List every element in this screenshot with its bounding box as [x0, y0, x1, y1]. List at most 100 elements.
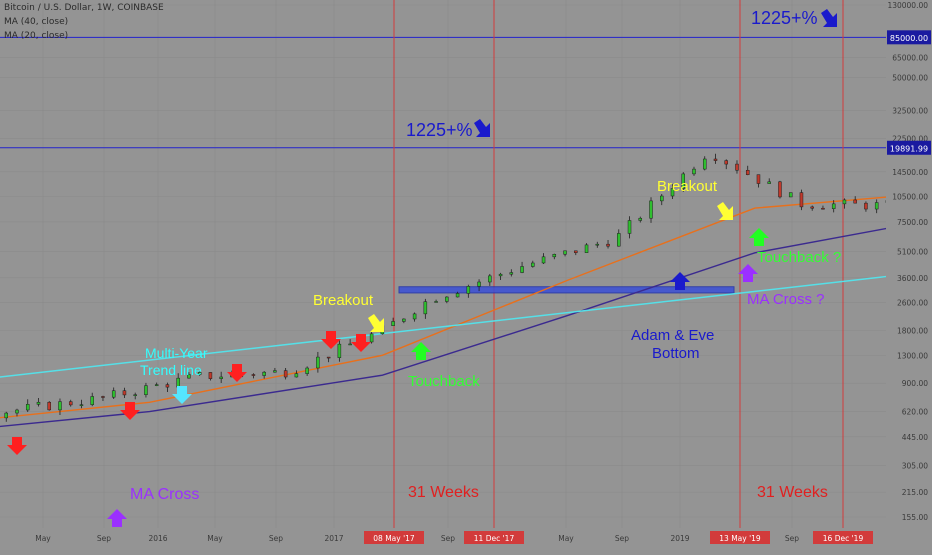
- candle: [724, 160, 728, 165]
- trend-line: [0, 270, 932, 378]
- date-marker-tag: [364, 531, 424, 544]
- vertical-lines: [393, 0, 844, 528]
- candle: [154, 384, 159, 386]
- candle: [348, 343, 352, 346]
- candle: [337, 343, 342, 358]
- price-axis-background: [886, 0, 932, 528]
- candle: [466, 286, 471, 294]
- time-tick-label: Sep: [785, 534, 799, 543]
- candle: [692, 168, 696, 175]
- green-arrow-icon: [411, 342, 431, 360]
- time-tick-label: 2019: [670, 534, 689, 543]
- price-tick-label: 215.00: [902, 488, 928, 497]
- support-zone: [398, 286, 735, 294]
- annotation-label: Breakout: [313, 292, 374, 309]
- candle: [90, 396, 94, 405]
- candle: [799, 192, 804, 208]
- time-axis[interactable]: May Sep 2016 May Sep 2017 08 May '17 Sep 11 Dec …: [0, 528, 932, 550]
- purple-arrow-icon: [738, 264, 758, 282]
- price-tick-label: 1800.00: [897, 327, 928, 336]
- candle: [176, 377, 180, 388]
- multi-year-trend-line: [0, 270, 932, 378]
- candle: [670, 188, 675, 197]
- blue-arrow-icon: [474, 119, 490, 137]
- price-tick-label: 3600.00: [897, 274, 928, 283]
- annotation-label: Bottom: [652, 345, 700, 362]
- time-tick-label: 2017: [324, 534, 343, 543]
- yellow-arrow-icon: [717, 202, 733, 220]
- blue-arrow-icon: [821, 9, 837, 27]
- chart-title: Bitcoin / U.S. Dollar, 1W, COINBASE: [4, 3, 164, 13]
- candle: [47, 401, 51, 411]
- candle: [122, 390, 127, 396]
- price-tick-label: 50000.00: [892, 74, 928, 83]
- price-tick-label: 620.00: [902, 408, 928, 417]
- candle: [638, 217, 643, 221]
- candle: [756, 174, 761, 184]
- candle: [735, 163, 739, 171]
- price-tick-label: 445.00: [902, 433, 928, 442]
- ma20-line: [0, 195, 932, 419]
- candle: [810, 206, 814, 209]
- candle: [58, 401, 62, 411]
- candle: [445, 296, 449, 302]
- date-marker-label: 13 May '19: [719, 534, 761, 543]
- price-tick-label: 14500.00: [892, 168, 928, 177]
- arrows: [7, 9, 837, 527]
- candle: [101, 396, 105, 398]
- annotation-label: 1225+%: [751, 8, 818, 28]
- candle: [660, 195, 664, 202]
- candle: [4, 412, 8, 419]
- candle: [595, 243, 600, 246]
- price-tick-label: 22500.00: [892, 134, 928, 143]
- price-tag-box: [887, 30, 931, 45]
- candle: [305, 367, 309, 374]
- candle: [864, 202, 868, 210]
- price-tag-box: [887, 140, 931, 155]
- candle: [874, 202, 879, 210]
- candle: [316, 356, 320, 369]
- date-marker-label: 08 May '17: [373, 534, 415, 543]
- red-arrow-icon: [7, 437, 27, 455]
- red-arrow-icon: [351, 334, 371, 352]
- candle: [531, 262, 535, 267]
- price-axis[interactable]: 130000.00 85000.00 65000.00 50000.00 32500.0…: [886, 0, 932, 528]
- annotation-label: 31 Weeks: [408, 484, 479, 501]
- date-marker-label: 11 Dec '17: [474, 534, 515, 543]
- time-tick-label: Sep: [615, 534, 629, 543]
- candle: [745, 170, 750, 175]
- red-arrow-icon: [321, 331, 341, 349]
- annotation-label: MA Cross ?: [747, 291, 825, 308]
- price-tag-label: 85000.00: [890, 34, 928, 43]
- candle: [391, 321, 395, 326]
- price-tick-label: 155.00: [902, 513, 928, 522]
- red-arrow-icon: [120, 402, 140, 420]
- candle: [144, 385, 148, 395]
- candle: [133, 394, 137, 396]
- green-arrow-icon: [749, 228, 769, 246]
- annotations: 1225+% 1225+% Breakout Breakout Multi-YearTr…: [130, 8, 841, 503]
- candle: [219, 376, 223, 379]
- date-marker-tag: [813, 531, 873, 544]
- candle: [423, 301, 428, 315]
- candle: [165, 384, 170, 388]
- ma40-legend[interactable]: MA (40, close): [4, 17, 69, 27]
- candle: [111, 390, 116, 398]
- candle: [488, 275, 492, 283]
- price-tick-label: 10500.00: [892, 192, 928, 201]
- ma20-legend[interactable]: MA (20, close): [4, 31, 69, 41]
- time-tick-label: Sep: [441, 534, 455, 543]
- candle: [402, 318, 406, 322]
- candle: [283, 370, 288, 378]
- candle: [649, 200, 653, 219]
- candle: [563, 250, 567, 255]
- time-tick-label: 2016: [148, 534, 167, 543]
- candle: [294, 373, 299, 378]
- time-tick-label: Sep: [269, 534, 283, 543]
- annotation-label: 31 Weeks: [757, 484, 828, 501]
- candle: [68, 401, 73, 406]
- annotation-label: Touchback ?: [757, 249, 841, 266]
- moving-averages: [0, 195, 932, 428]
